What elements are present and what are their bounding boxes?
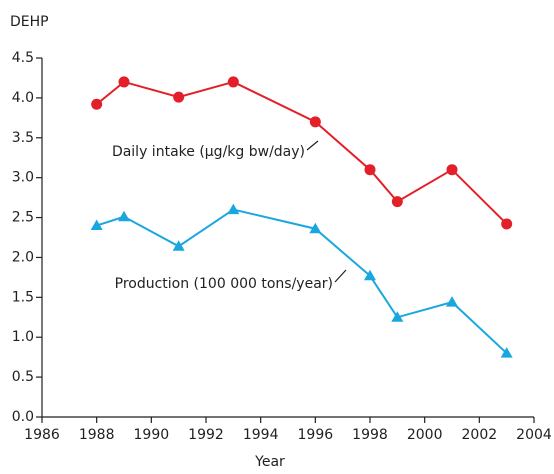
marker: [364, 269, 376, 281]
x-tick-label: 1996: [298, 427, 334, 443]
x-axis-label: Year: [254, 454, 285, 470]
x-tick-label: 1988: [79, 427, 115, 443]
y-tick-label: 4.5: [12, 50, 34, 66]
marker: [364, 164, 376, 176]
leader-line: [306, 140, 319, 151]
marker: [309, 116, 321, 128]
y-tick-label: 0.0: [12, 409, 34, 425]
marker: [227, 203, 240, 215]
series-label: Daily intake (µg/kg bw/day): [112, 144, 305, 160]
x-tick-label: 2004: [516, 427, 552, 443]
x-tick-label: 2002: [462, 427, 498, 443]
marker: [309, 222, 322, 234]
marker: [500, 347, 513, 358]
y-tick-label: 3.0: [12, 170, 34, 186]
marker: [501, 218, 513, 230]
marker: [173, 91, 185, 103]
x-tick-label: 2000: [407, 427, 443, 443]
marker: [227, 76, 239, 88]
marker: [391, 196, 403, 208]
marker: [118, 210, 130, 222]
x-tick-label: 1994: [243, 427, 279, 443]
y-axis-label: DEHP: [10, 14, 49, 30]
marker: [172, 240, 185, 251]
series-label: Production (100 000 tons/year): [115, 276, 333, 292]
y-tick-label: 4.0: [12, 90, 34, 106]
x-tick-label: 1990: [134, 427, 170, 443]
y-tick-label: 3.5: [12, 130, 34, 146]
marker: [91, 98, 103, 110]
x-tick-label: 1998: [352, 427, 388, 443]
marker: [118, 76, 130, 88]
y-tick-label: 1.0: [12, 329, 34, 345]
marker: [446, 296, 458, 307]
y-tick-label: 0.5: [12, 369, 34, 385]
marker: [90, 219, 103, 231]
x-tick-label: 1992: [188, 427, 224, 443]
y-tick-label: 2.0: [12, 249, 34, 265]
y-tick-label: 2.5: [12, 210, 34, 226]
marker: [391, 311, 404, 322]
y-tick-label: 1.5: [12, 289, 34, 305]
leader-line: [334, 269, 347, 283]
marker: [446, 164, 458, 176]
x-tick-label: 1986: [24, 427, 60, 443]
